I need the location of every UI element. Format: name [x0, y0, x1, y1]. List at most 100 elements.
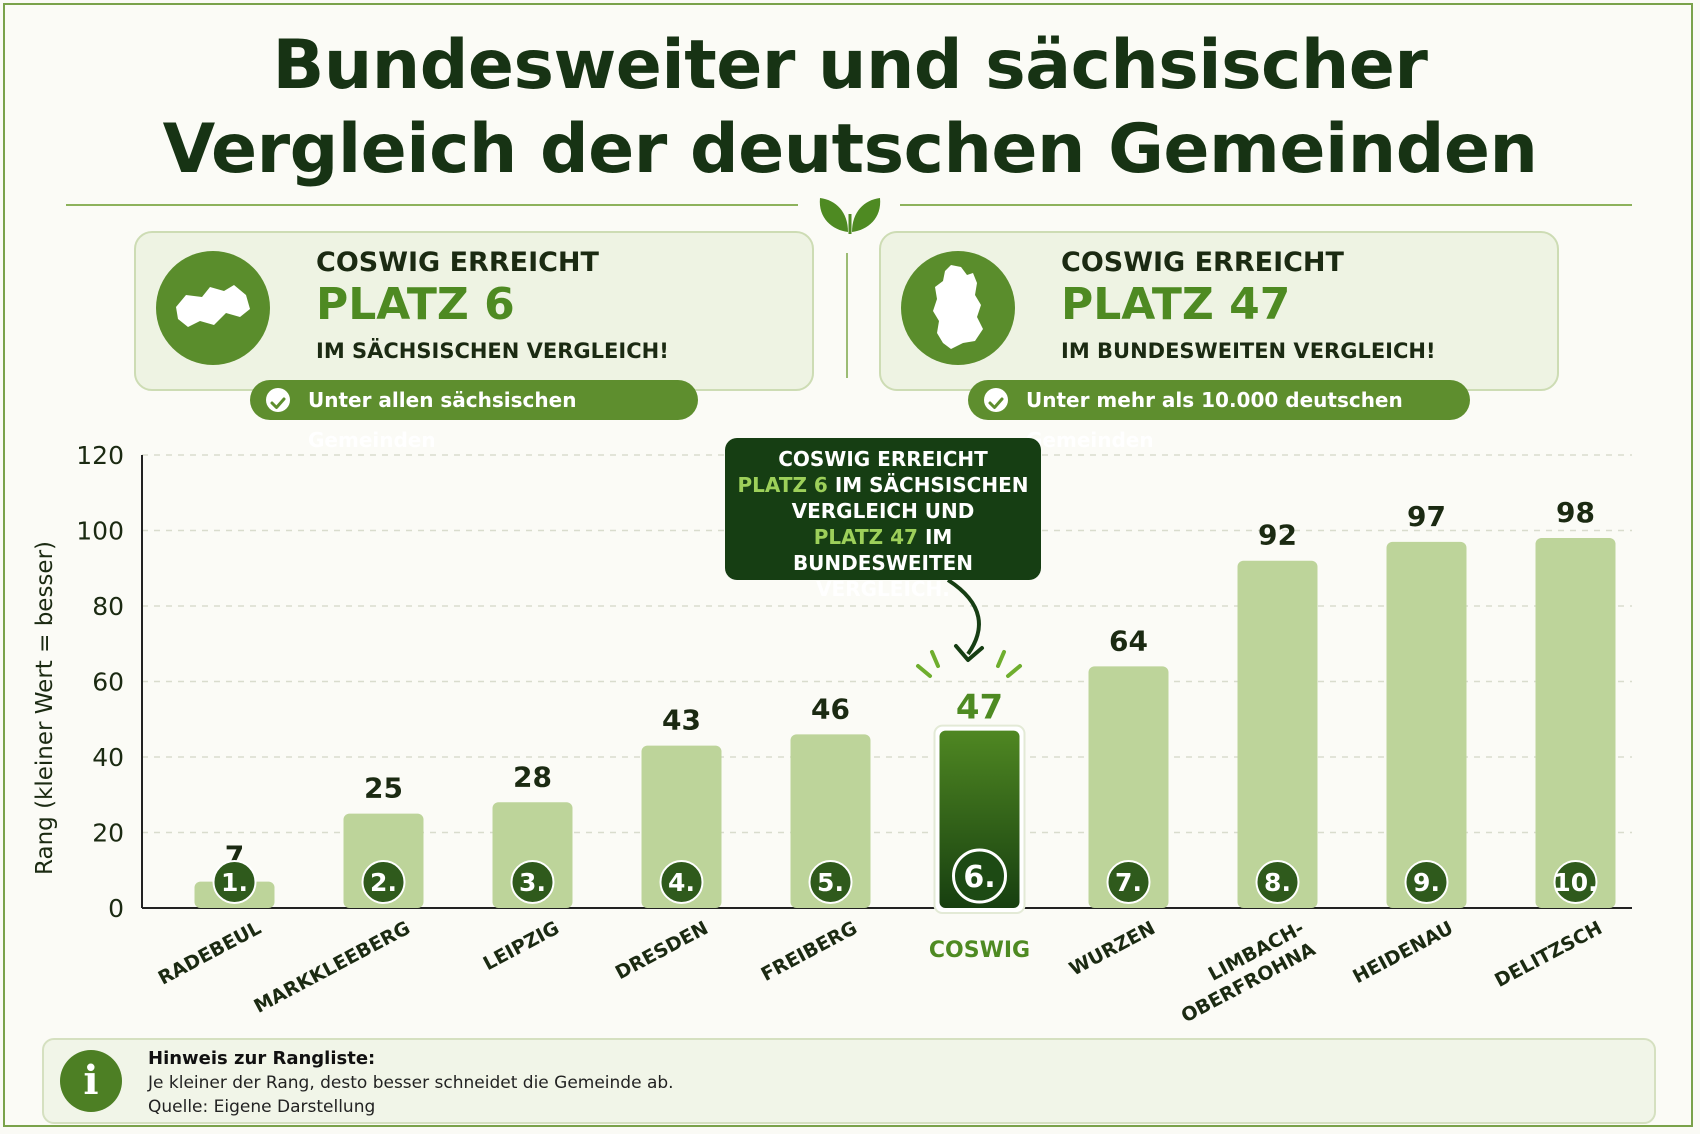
x-tick-label-line: RADEBEUL	[155, 917, 265, 990]
bar-value-label: 92	[1258, 519, 1297, 552]
x-tick-label-line: DRESDEN	[612, 917, 712, 984]
bar-value-label: 97	[1407, 500, 1446, 533]
rank-badge	[510, 860, 555, 904]
germany-scope-text: Unter mehr als 10.000 deutschen Gemeinde…	[1026, 388, 1403, 452]
saxony-scope-badge: Unter allen sächsischen Gemeinden	[250, 380, 698, 452]
x-tick-label: FREIBERG	[757, 917, 860, 986]
bar	[1386, 541, 1467, 908]
bar	[1088, 666, 1169, 908]
y-tick-label: 100	[76, 517, 124, 546]
x-tick-label-line: LEIPZIG	[480, 917, 563, 975]
y-tick-label: 120	[76, 441, 124, 470]
rank-badge	[808, 860, 853, 904]
note-heading: Hinweis zur Rangliste:	[148, 1048, 376, 1069]
saxony-rank-card: COSWIG ERREICHT PLATZ 6 IM SÄCHSISCHEN V…	[134, 231, 814, 391]
rank-badge-label: 8.	[1264, 868, 1291, 897]
rank-badge	[1404, 860, 1449, 904]
germany-card-posttext: IM BUNDESWEITEN VERGLEICH!	[1061, 339, 1436, 363]
rank-badge	[1255, 860, 1300, 904]
bar-value-label: 43	[662, 704, 701, 737]
bar-group: 97 9.	[1386, 500, 1467, 908]
y-tick-label: 80	[92, 592, 124, 621]
title-line-1: Bundesweiter und sächsischer	[272, 26, 1428, 105]
germany-rank-value: PLATZ 47	[1061, 279, 1291, 330]
y-axis-label: Rang (kleiner Wert = besser)	[32, 541, 58, 875]
callout-line-4-text: IM BUNDESWEITEN	[792, 525, 974, 575]
x-tick-label: LEIPZIG	[480, 917, 563, 975]
germany-card-pretext: COSWIG ERREICHT	[1061, 247, 1344, 278]
note-line-1: Je kleiner der Rang, desto besser schnei…	[148, 1073, 674, 1093]
rank-badge-label: 1.	[221, 868, 248, 897]
x-tick-label: DRESDEN	[612, 917, 712, 984]
rank-badge	[1106, 860, 1151, 904]
rank-badge-label: 9.	[1413, 868, 1440, 897]
x-tick-label: WURZEN	[1066, 917, 1159, 980]
rank-badge-label: 10.	[1553, 868, 1597, 897]
x-tick-label-coswig: COSWIG	[929, 938, 1030, 963]
y-tick-label: 0	[108, 894, 124, 923]
saxony-card-posttext: IM SÄCHSISCHEN VERGLEICH!	[316, 339, 669, 363]
bar-group: 71.	[194, 840, 275, 908]
x-tick-label: HEIDENAU	[1349, 917, 1457, 988]
bar-value-label: 64	[1109, 624, 1148, 657]
x-tick-label-line: HEIDENAU	[1349, 917, 1457, 988]
y-tick-label: 20	[92, 819, 124, 848]
germany-rank-card: COSWIG ERREICHT PLATZ 47 IM BUNDESWEITEN…	[879, 231, 1559, 391]
bar	[641, 745, 722, 908]
bar-value-label: 98	[1556, 496, 1595, 529]
rank-badge	[952, 848, 1007, 904]
title-line-2: Vergleich der deutschen Gemeinden	[162, 110, 1538, 189]
ranking-note: i Hinweis zur Rangliste: Je kleiner der …	[42, 1038, 1656, 1124]
callout-saxony-rank: PLATZ 6	[737, 473, 828, 497]
rank-badge-label: 4.	[668, 868, 695, 897]
callout-line-4: PLATZ 47 IM BUNDESWEITEN	[725, 524, 1041, 576]
leaf-icon	[819, 198, 881, 234]
bar-group: 98 10.	[1535, 496, 1616, 908]
saxony-card-pretext: COSWIG ERREICHT	[316, 247, 599, 278]
callout-line-2: PLATZ 6 IM SÄCHSISCHEN	[725, 472, 1041, 498]
bar	[1535, 538, 1616, 908]
bar-value-label: 46	[811, 692, 850, 725]
bar-group: 28 3.	[492, 760, 573, 908]
arrow-curve	[946, 578, 981, 656]
tooltip-arrow	[946, 578, 984, 662]
bar-group: 43 4.	[641, 704, 722, 908]
callout-germany-rank: PLATZ 47	[813, 525, 918, 549]
callout-line-3: VERGLEICH UND	[791, 499, 975, 523]
highlight-burst	[916, 650, 1022, 678]
x-tick-label-line: WURZEN	[1066, 917, 1159, 980]
bar-value-label: 25	[364, 772, 403, 805]
arrow-head	[954, 644, 984, 662]
callout-line-2-text: IM SÄCHSISCHEN	[827, 473, 1029, 497]
chart-bars: 71. 25 2. 28 3. 43 4. 46 5. 47 6. 64 7. 92 8. 97 9. 98 10.	[194, 496, 1616, 915]
check-icon	[266, 388, 290, 412]
saxony-map-icon	[156, 251, 270, 365]
x-tick-label-line: DELITZSCH	[1491, 917, 1606, 992]
saxony-scope-text: Unter allen sächsischen Gemeinden	[308, 388, 577, 452]
bar	[1237, 560, 1318, 908]
page-title: Bundesweiter und sächsischer Vergleich d…	[0, 24, 1700, 192]
rank-badge	[659, 860, 704, 904]
rank-badge	[361, 860, 406, 904]
x-tick-label: DELITZSCH	[1491, 917, 1606, 992]
x-tick-label: RADEBEUL	[155, 917, 265, 990]
info-icon: i	[60, 1050, 122, 1112]
rank-badge-label: 3.	[519, 868, 546, 897]
y-tick-label: 60	[92, 668, 124, 697]
bar	[790, 734, 871, 908]
bar-value-label: 28	[513, 760, 552, 793]
bar-group: 47 6.	[933, 688, 1026, 915]
title-divider-left	[66, 204, 798, 206]
card-separator	[846, 253, 848, 378]
bar-group: 25 2.	[343, 772, 424, 908]
germany-scope-badge: Unter mehr als 10.000 deutschen Gemeinde…	[968, 380, 1470, 452]
x-tick-label-line: MARKKLEEBERG	[250, 917, 413, 1018]
callout-line-5: VERGLEICH.	[816, 577, 950, 601]
rank-badge-label: 7.	[1115, 868, 1142, 897]
y-tick-label: 40	[92, 743, 124, 772]
bar-group: 46 5.	[790, 692, 871, 908]
coswig-callout: COSWIG ERREICHT PLATZ 6 IM SÄCHSISCHEN V…	[725, 438, 1041, 601]
rank-badge	[1553, 860, 1598, 904]
